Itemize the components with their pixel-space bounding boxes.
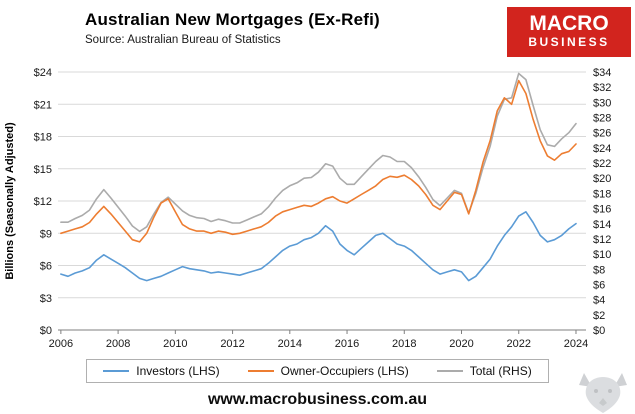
chart-canvas: $0 $3 $6 $9 $12 $15 $18 $21 $24 $0 $2 $4 $6 $8 $10 $12 $… (4, 67, 611, 350)
legend-label: Owner-Occupiers (LHS) (280, 364, 409, 378)
svg-text:$8: $8 (593, 264, 605, 276)
legend-row: Investors (LHS) Owner-Occupiers (LHS) Tota… (0, 356, 635, 386)
logo-line-1: MACRO (529, 12, 609, 35)
svg-text:$32: $32 (593, 82, 611, 94)
legend-item: Owner-Occupiers (LHS) (247, 364, 409, 378)
svg-text:Billions (Seasonally Adjusted): Billions (Seasonally Adjusted) (4, 122, 16, 280)
svg-text:$15: $15 (34, 164, 52, 176)
svg-text:$9: $9 (40, 228, 52, 240)
line-chart: $0 $3 $6 $9 $12 $15 $18 $21 $24 $0 $2 $4 $6 $8 $10 $12 $… (0, 64, 635, 356)
footer: www.macrobusiness.com.au (0, 373, 635, 414)
svg-text:$10: $10 (593, 249, 611, 261)
legend-label: Investors (LHS) (136, 364, 220, 378)
svg-text:$30: $30 (593, 97, 611, 109)
svg-text:$0: $0 (593, 325, 605, 337)
wolf-logo (579, 373, 627, 413)
legend-line-swatch (436, 370, 463, 372)
svg-text:2022: 2022 (507, 338, 531, 350)
svg-text:$6: $6 (40, 261, 52, 273)
svg-text:$22: $22 (593, 158, 611, 170)
svg-text:2006: 2006 (49, 338, 73, 350)
svg-text:$28: $28 (593, 113, 611, 125)
svg-text:$18: $18 (34, 132, 52, 144)
legend: Investors (LHS) Owner-Occupiers (LHS) Tota… (86, 359, 549, 383)
svg-text:$34: $34 (593, 67, 611, 79)
svg-text:2018: 2018 (392, 338, 416, 350)
svg-text:$0: $0 (40, 325, 52, 337)
svg-text:2008: 2008 (106, 338, 130, 350)
svg-text:2016: 2016 (335, 338, 359, 350)
website-url: www.macrobusiness.com.au (207, 391, 428, 408)
svg-text:$20: $20 (593, 173, 611, 185)
svg-text:$6: $6 (593, 279, 605, 291)
legend-item: Total (RHS) (436, 364, 532, 378)
chart-title: Australian New Mortgages (Ex-Refi) (85, 10, 380, 29)
legend-label: Total (RHS) (469, 364, 532, 378)
legend-line-swatch (103, 370, 130, 372)
legend-line-swatch (247, 370, 274, 372)
svg-text:2014: 2014 (278, 338, 302, 350)
svg-text:$24: $24 (593, 143, 611, 155)
svg-text:$12: $12 (34, 196, 52, 208)
svg-text:$26: $26 (593, 128, 611, 140)
chart-header: Australian New Mortgages (Ex-Refi) Sourc… (0, 0, 635, 64)
svg-text:$21: $21 (34, 99, 52, 111)
svg-text:$18: $18 (593, 188, 611, 200)
svg-text:$3: $3 (40, 293, 52, 305)
macrobusiness-logo: MACRO BUSINESS (507, 7, 631, 58)
svg-text:$12: $12 (593, 234, 611, 246)
svg-text:$16: $16 (593, 204, 611, 216)
svg-text:$2: $2 (593, 310, 605, 322)
logo-line-2: BUSINESS (528, 35, 610, 49)
svg-text:$4: $4 (593, 295, 605, 307)
chart-source: Source: Australian Bureau of Statistics (85, 34, 281, 46)
svg-text:2012: 2012 (220, 338, 244, 350)
svg-text:$14: $14 (593, 219, 611, 231)
legend-item: Investors (LHS) (103, 364, 220, 378)
svg-text:2020: 2020 (449, 338, 473, 350)
svg-text:$24: $24 (34, 67, 52, 79)
svg-text:2024: 2024 (564, 338, 588, 350)
svg-text:2010: 2010 (163, 338, 187, 350)
